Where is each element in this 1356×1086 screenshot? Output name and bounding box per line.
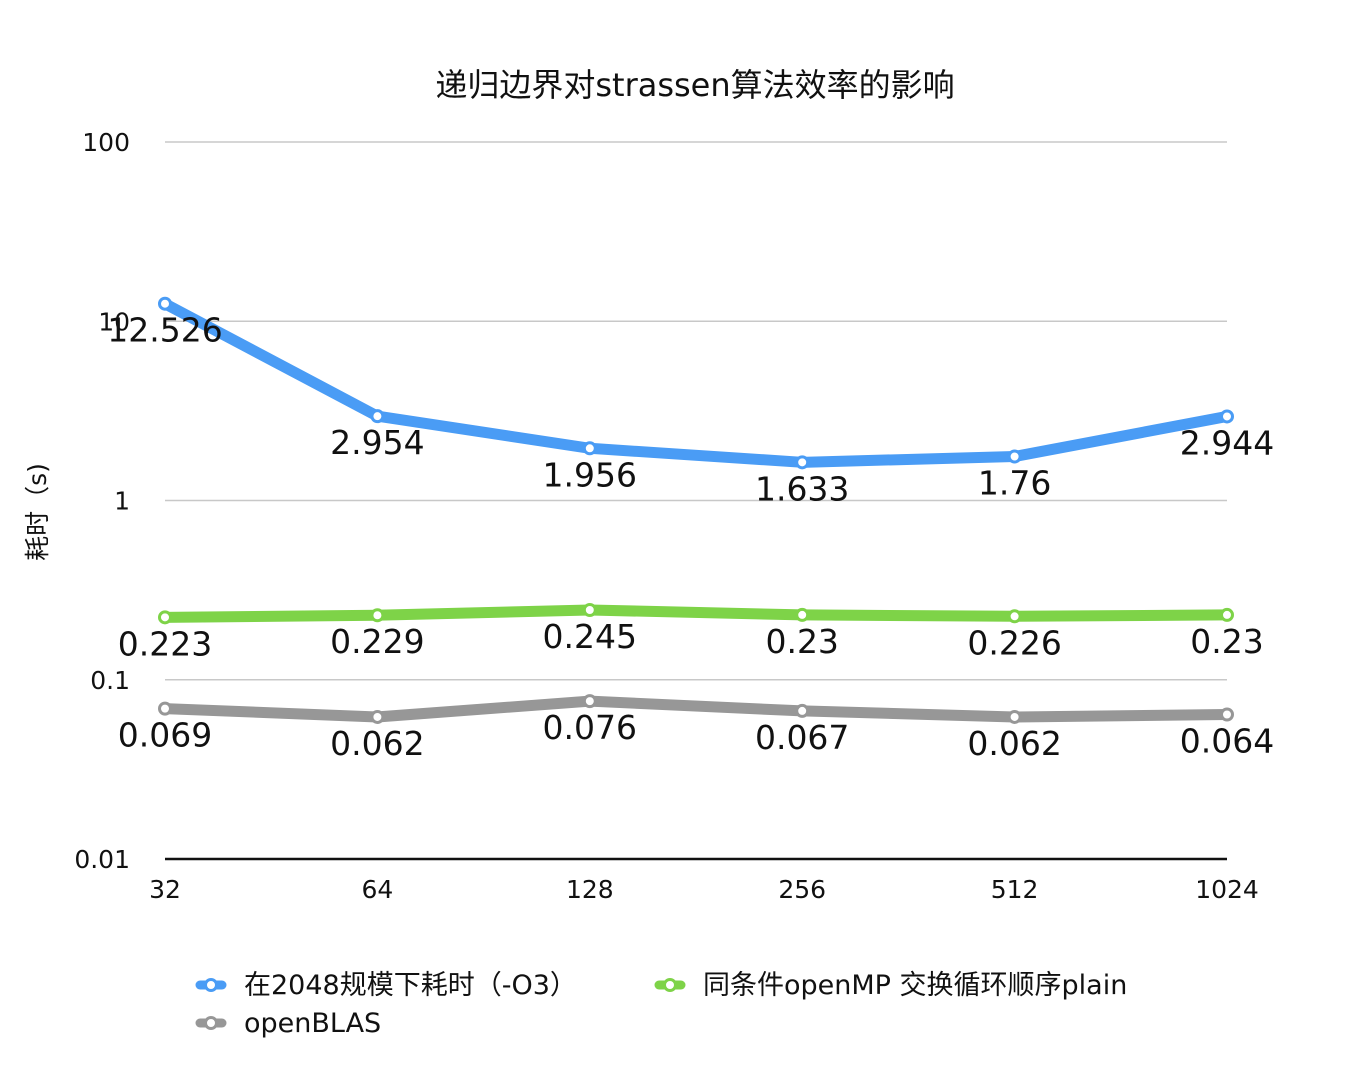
legend-item: 在2048规模下耗时（-O3） <box>195 970 577 1001</box>
series-1 <box>158 296 1234 470</box>
x-tick-label: 1024 <box>1195 875 1259 904</box>
data-label: 2.954 <box>330 423 424 462</box>
data-label: 1.76 <box>978 463 1051 502</box>
data-label: 0.245 <box>543 617 637 656</box>
series-line <box>159 695 1233 723</box>
data-label: 0.069 <box>118 716 212 755</box>
series-lines <box>158 296 1234 724</box>
series-line <box>159 604 1233 623</box>
series-line <box>159 298 1233 468</box>
legend-label: 同条件openMP 交换循环顺序plain <box>703 970 1127 1001</box>
data-point <box>1220 409 1234 424</box>
data-point <box>158 701 172 716</box>
data-label: 0.229 <box>330 622 424 661</box>
x-tick-label: 512 <box>991 875 1039 904</box>
x-tick-label: 256 <box>778 875 826 904</box>
grid-lines <box>165 141 1227 861</box>
data-label: 0.062 <box>330 724 424 763</box>
x-tick-label: 64 <box>361 875 393 904</box>
data-point <box>158 296 172 311</box>
y-tick-label: 100 <box>82 128 130 157</box>
series-2 <box>158 602 1234 625</box>
data-label: 0.23 <box>765 622 838 661</box>
legend-label: openBLAS <box>244 1008 381 1039</box>
data-point <box>795 607 810 622</box>
data-point <box>1220 707 1234 722</box>
data-point <box>1007 709 1022 724</box>
y-tick-label: 0.01 <box>74 845 130 874</box>
data-label: 0.067 <box>755 718 849 757</box>
data-label: 0.23 <box>1190 622 1263 661</box>
data-point <box>582 694 597 709</box>
legend-item: 同条件openMP 交换循环顺序plain <box>654 970 1127 1001</box>
data-point <box>582 602 597 617</box>
legend-item: openBLAS <box>195 1008 381 1039</box>
y-axis-ticks: 0.01 0.1 1 10 100 <box>74 128 130 874</box>
legend-label: 在2048规模下耗时（-O3） <box>244 970 577 1001</box>
data-point <box>370 409 385 424</box>
data-label: 0.223 <box>118 624 212 663</box>
data-point <box>158 610 172 625</box>
data-label: 12.526 <box>107 311 222 350</box>
data-point <box>1007 609 1022 624</box>
y-axis-label: 耗时（s) <box>23 463 52 561</box>
data-point <box>370 709 385 724</box>
legend-swatch-marker <box>204 1016 218 1030</box>
data-labels: 12.526 2.954 1.956 1.633 1.76 2.944 0.223 0.229… <box>107 311 1274 763</box>
legend-swatch-marker <box>663 978 677 992</box>
chart-title: 递归边界对strassen算法效率的影响 <box>435 66 954 104</box>
data-label: 0.226 <box>967 623 1061 662</box>
data-label: 1.956 <box>543 455 637 494</box>
x-axis-ticks: 32 64 128 256 512 1024 <box>149 875 1259 904</box>
data-point <box>1007 449 1022 464</box>
data-point <box>370 608 385 623</box>
data-label: 0.062 <box>967 724 1061 763</box>
x-tick-label: 128 <box>566 875 614 904</box>
legend: 在2048规模下耗时（-O3） 同条件openMP 交换循环顺序plain open… <box>195 970 1127 1039</box>
y-tick-label: 1 <box>114 487 130 516</box>
data-point <box>795 703 810 718</box>
legend-swatch-marker <box>204 978 218 992</box>
y-tick-label: 10 <box>98 307 130 336</box>
data-label: 2.944 <box>1180 423 1274 462</box>
data-point <box>795 455 810 470</box>
data-point <box>1220 607 1234 622</box>
series-3 <box>158 694 1234 724</box>
data-point <box>582 441 597 456</box>
x-tick-label: 32 <box>149 875 181 904</box>
data-label: 0.076 <box>543 708 637 747</box>
y-tick-label: 0.1 <box>90 666 130 695</box>
data-label: 0.064 <box>1180 721 1274 760</box>
data-label: 1.633 <box>755 469 849 508</box>
